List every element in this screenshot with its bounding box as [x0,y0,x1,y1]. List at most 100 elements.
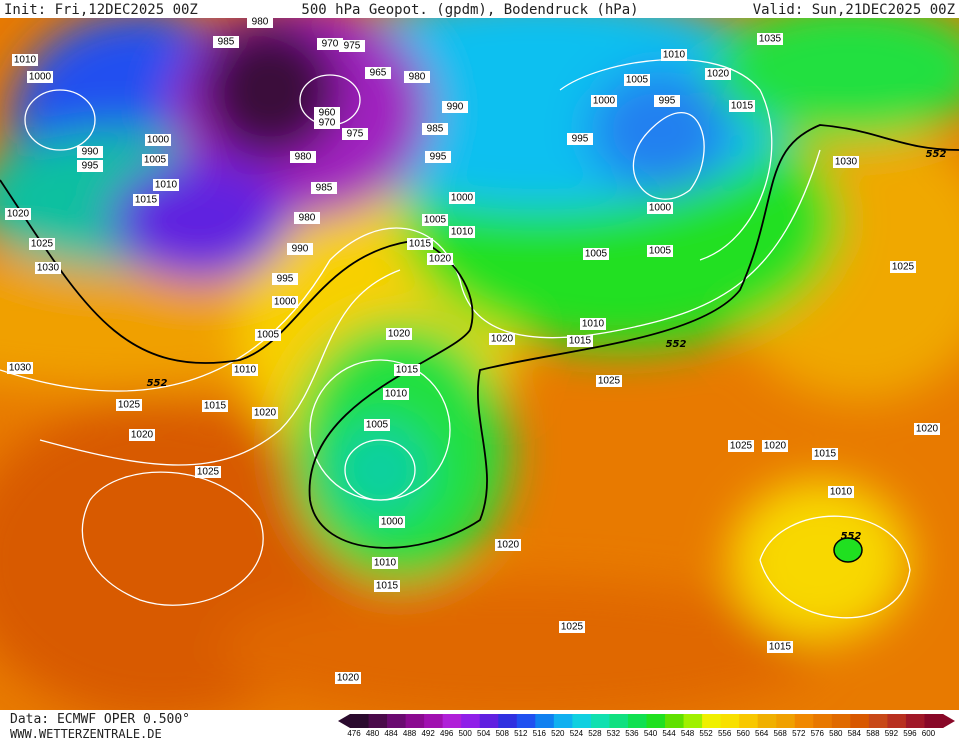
isobar-label: 985 [316,183,333,194]
colorbar-swatch [794,714,814,728]
isobar-label: 1000 [29,72,52,83]
contour-label: 552 [666,339,687,350]
colorbar-label: 476 [347,729,361,738]
colorbar-swatch [887,714,907,728]
label-box [762,440,788,452]
colorbar-label: 508 [496,729,510,738]
label-box [559,621,585,633]
valid-time: Valid: Sun,21DEC2025 00Z [753,2,955,18]
contour-label: 552 [926,149,947,160]
colorbar-swatch [739,714,759,728]
label-box [335,672,361,684]
colorbar-swatch [850,714,870,728]
colorbar-arrow-left [338,714,350,728]
label-box [77,160,103,172]
label-box [449,226,475,238]
label-box [255,329,281,341]
colorbar-swatch [553,714,573,728]
label-box [342,128,368,140]
isobar-label: 1010 [374,558,397,569]
colorbar-swatch [813,714,833,728]
colorbar-swatch [516,714,536,728]
label-box [591,95,617,107]
colorbar-swatch [646,714,666,728]
label-box [812,448,838,460]
isobar-label: 990 [292,244,309,255]
colorbar-label: 496 [440,729,454,738]
label-box [567,133,593,145]
label-box [647,202,673,214]
label-box [314,107,340,119]
isobar-label: 1020 [7,209,30,220]
map-title: 500 hPa Geopot. (gpdm), Bodendruck (hPa) [301,2,638,18]
isobar-label: 1010 [155,180,178,191]
colorbar-label: 516 [533,729,547,738]
colorbar: 476 480 484 488 492 496 500 504 508 512 516 520 524 5… [338,714,955,738]
colorbar-label: 520 [551,729,565,738]
colorbar-label: 576 [811,729,825,738]
colorbar-swatch [442,714,462,728]
isobar-label: 1030 [37,263,60,274]
isobar-label: 1025 [31,239,54,250]
isobar-label: 1000 [274,297,297,308]
isobar-label: 1020 [131,430,154,441]
colorbar-label: 596 [903,729,917,738]
label-box [394,364,420,376]
colorbar-label: 556 [718,729,732,738]
colorbar-swatch [665,714,685,728]
label-box [580,318,606,330]
isobar-label: 985 [218,37,235,48]
data-source: Data: ECMWF OPER 0.500° [10,712,190,727]
colorbar-label: 528 [588,729,602,738]
label-box [35,262,61,274]
isobar-label: 1015 [769,642,792,653]
colorbar-swatch [683,714,703,728]
isobar-label: 1005 [257,330,280,341]
colorbar-label: 544 [662,729,676,738]
colorbar-label: 512 [514,729,528,738]
isobar-label: 980 [252,17,269,28]
isobar-label: 1020 [337,673,360,684]
isobar-label: 1020 [707,69,730,80]
colorbar-swatch [479,714,499,728]
colorbar-swatch [350,714,370,728]
label-box [12,54,38,66]
site: WWW.WETTERZENTRALE.DE [10,727,162,741]
colorbar-swatch [498,714,518,728]
colorbar-label: 536 [625,729,639,738]
label-box [422,123,448,135]
isobar-label: 1000 [381,517,404,528]
label-box [495,539,521,551]
colorbar-label: 524 [570,729,584,738]
isobar-label: 1000 [451,193,474,204]
isobar-label: 1025 [561,622,584,633]
label-box [314,117,340,129]
colorbar-swatch [776,714,796,728]
label-box [272,296,298,308]
isobar-label: 975 [344,41,361,52]
label-box [442,101,468,113]
label-box [596,375,622,387]
colorbar-swatch [720,714,740,728]
label-box [422,214,448,226]
isobar-label: 1025 [598,376,621,387]
isobar-label: 990 [82,147,99,158]
colorbar-swatch [702,714,722,728]
colorbar-label: 492 [421,729,435,738]
label-box [311,182,337,194]
label-box [757,33,783,45]
isobar-label: 1005 [626,75,649,86]
isobar-label: 975 [347,129,364,140]
isobar-label: 1010 [582,319,605,330]
contour-label: 552 [841,531,862,542]
colorbar-swatch [590,714,610,728]
isobar-label: 1020 [491,334,514,345]
label-box [767,641,793,653]
isobar-label: 1020 [497,540,520,551]
isobar-label: 1020 [764,441,787,452]
isobar-label: 970 [319,118,336,129]
isobar-label: 1000 [593,96,616,107]
colorbar-arrow-right [943,714,955,728]
isobar-label: 985 [427,124,444,135]
